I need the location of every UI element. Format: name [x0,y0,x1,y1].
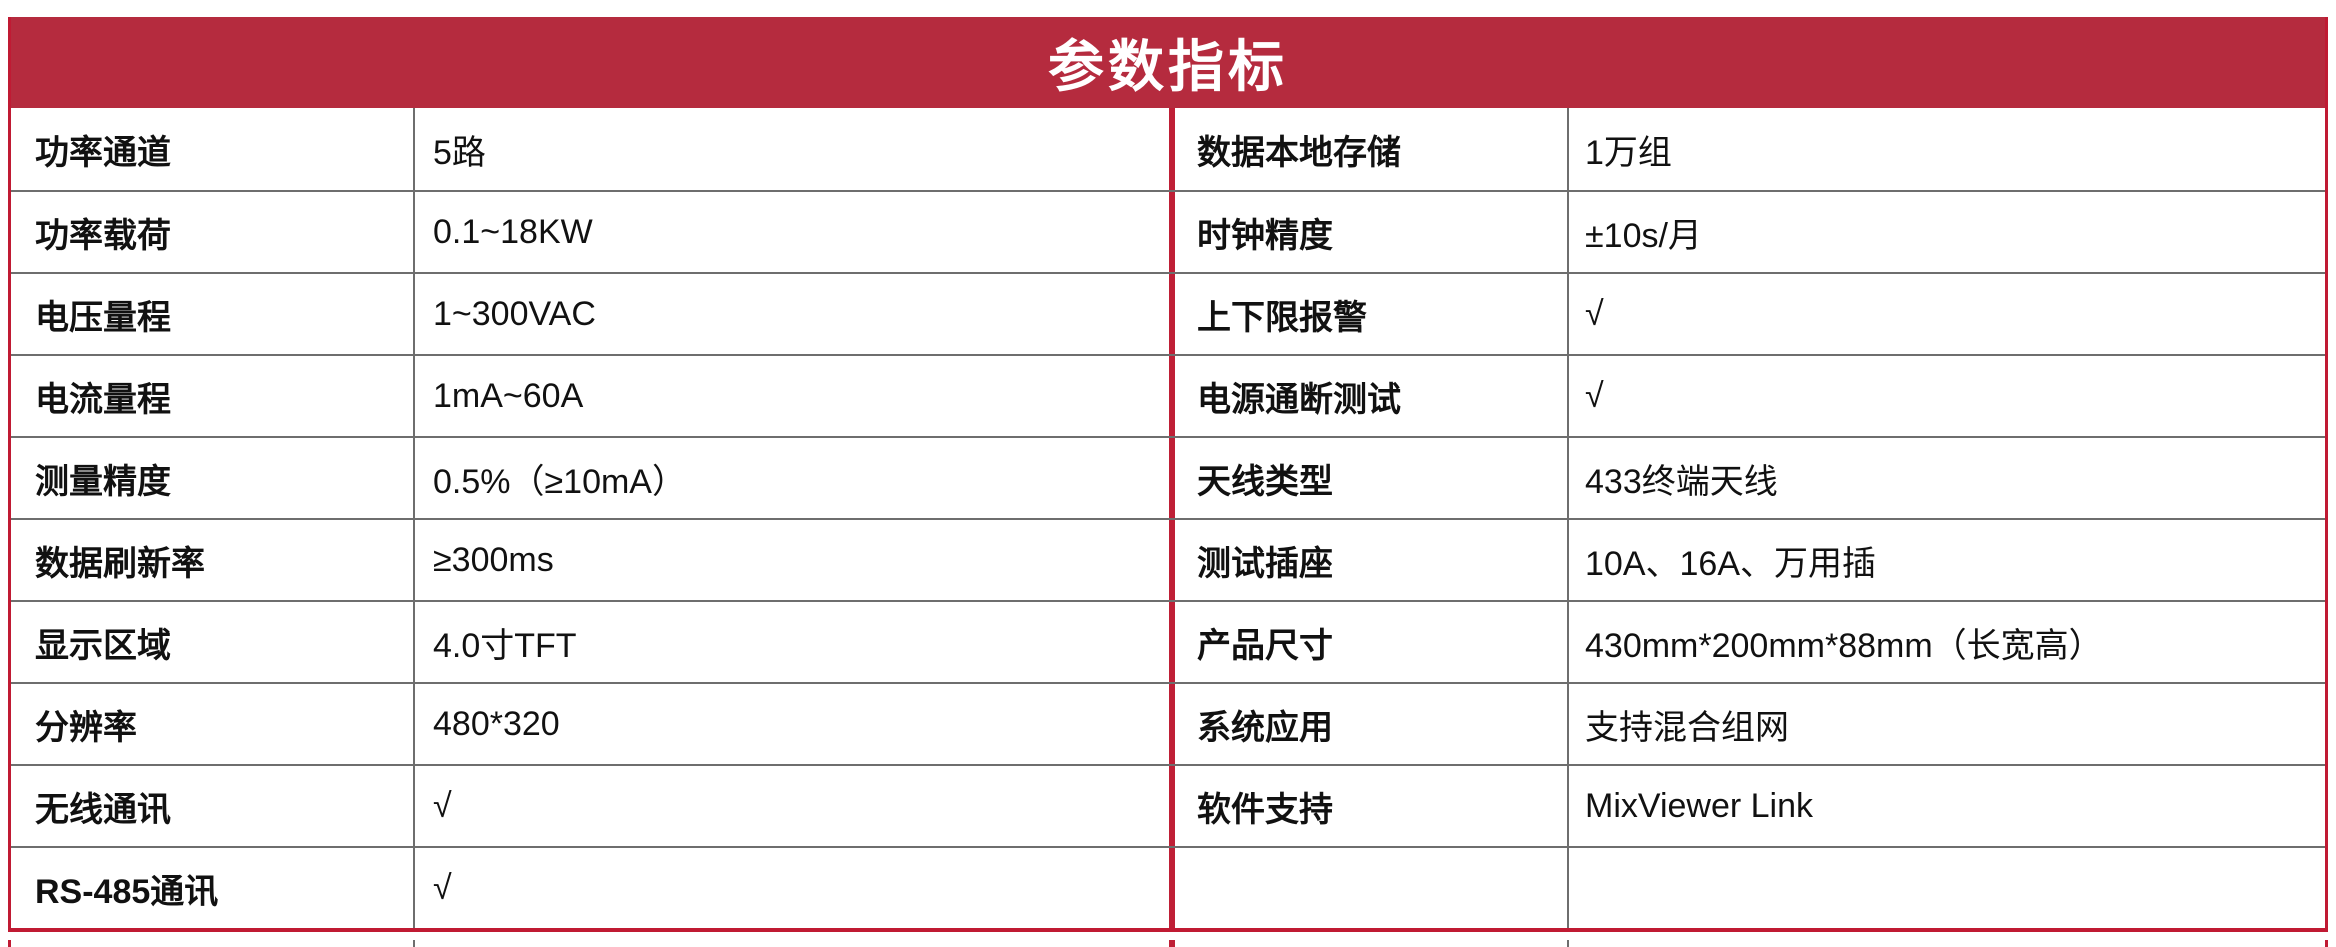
table-title: 参数指标 [11,17,2325,108]
table-row: 分辨率 480*320 系统应用 支持混合组网 [11,682,2325,764]
spec-label: 电压量程 [35,298,171,337]
spec-label: 电源通断测试 [1169,356,1567,436]
spec-value: 5路 [413,108,1169,190]
next-table-row-cutoff [8,940,2328,947]
spec-label: 功率载荷 [35,216,171,255]
spec-value: 支持混合组网 [1567,684,2325,764]
spec-value: 10A、16A、万用插 [1567,520,2325,600]
table-body: 功率通道 5路 数据本地存储 1万组 功率载荷 0.1~18KW 时钟精度 ±1… [11,108,2325,928]
spec-value: MixViewer Link [1567,766,2325,846]
spec-value: 0.5%（≥10mA） [413,438,1169,518]
spec-value: 480*320 [413,684,1169,764]
table-row: 功率载荷 0.1~18KW 时钟精度 ±10s/月 [11,190,2325,272]
spec-label: 测量精度 [35,462,171,501]
spec-label: 分辨率 [35,708,137,747]
spec-label: 上下限报警 [1169,274,1567,354]
spec-label: 无线通讯 [35,790,171,829]
spec-value: 1~300VAC [413,274,1169,354]
table-row: 数据刷新率 ≥300ms 测试插座 10A、16A、万用插 [11,518,2325,600]
spec-label: 显示区域 [35,626,171,665]
table-row: 电流量程 1mA~60A 电源通断测试 √ [11,354,2325,436]
table-row: 测量精度 0.5%（≥10mA） 天线类型 433终端天线 [11,436,2325,518]
spec-label: 产品尺寸 [1169,602,1567,682]
cutoff-cell [11,940,413,947]
table-row: 显示区域 4.0寸TFT 产品尺寸 430mm*200mm*88mm（长宽高） [11,600,2325,682]
table-row: 功率通道 5路 数据本地存储 1万组 [11,108,2325,190]
spec-value: 1mA~60A [413,356,1169,436]
spec-value: √ [413,848,1169,928]
spec-label: 天线类型 [1169,438,1567,518]
spec-value: 0.1~18KW [413,192,1169,272]
cutoff-cell [1567,940,2325,947]
spec-value [1567,848,2325,928]
spec-label: RS-485通讯 [35,872,219,911]
cutoff-cell [1169,940,1567,947]
spec-value: √ [1567,274,2325,354]
spec-label: 数据本地存储 [1169,108,1567,190]
spec-label: 测试插座 [1169,520,1567,600]
spec-label [1169,848,1567,928]
spec-label: 数据刷新率 [35,544,205,583]
spec-label: 时钟精度 [1169,192,1567,272]
spec-value: 433终端天线 [1567,438,2325,518]
spec-label: 电流量程 [35,380,171,419]
spec-label: 功率通道 [35,133,171,172]
table-row: 无线通讯 √ 软件支持 MixViewer Link [11,764,2325,846]
spec-value: 430mm*200mm*88mm（长宽高） [1567,602,2325,682]
spec-value: ±10s/月 [1567,192,2325,272]
cutoff-cell [413,940,1169,947]
spec-table: 参数指标 功率通道 5路 数据本地存储 1万组 功率载荷 0.1~18KW 时钟… [8,17,2328,932]
spec-value: √ [413,766,1169,846]
spec-label: 软件支持 [1169,766,1567,846]
spec-value: 4.0寸TFT [413,602,1169,682]
spec-value: 1万组 [1567,108,2325,190]
table-row: RS-485通讯 √ [11,846,2325,928]
spec-value: ≥300ms [413,520,1169,600]
table-row: 电压量程 1~300VAC 上下限报警 √ [11,272,2325,354]
spec-value: √ [1567,356,2325,436]
spec-label: 系统应用 [1169,684,1567,764]
